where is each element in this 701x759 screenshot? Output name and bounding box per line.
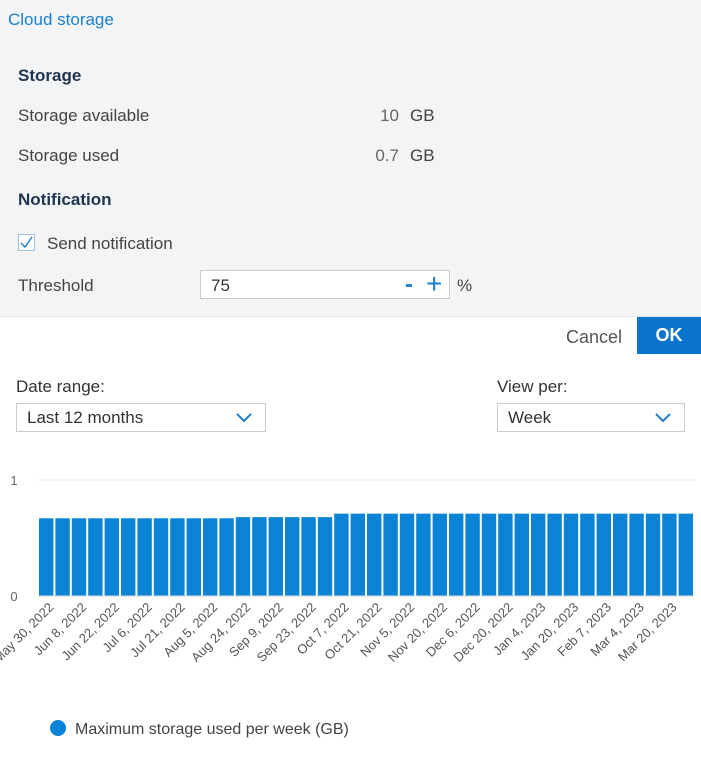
cancel-button[interactable]: Cancel: [566, 327, 623, 347]
bar: [629, 513, 644, 596]
bar: [367, 513, 382, 596]
bar: [465, 513, 480, 596]
notification-heading: Notification: [18, 190, 112, 209]
legend-marker: [50, 720, 66, 736]
bar: [88, 518, 103, 596]
y-tick-label: 0: [10, 589, 17, 604]
bar: [285, 517, 300, 596]
send-notification-checkbox[interactable]: [18, 234, 35, 251]
bar: [481, 513, 497, 596]
view-per-label: View per:: [497, 377, 568, 396]
settings-panel: [0, 0, 701, 317]
bar: [153, 518, 169, 596]
bar: [531, 513, 546, 596]
bar: [399, 513, 415, 596]
bar: [432, 513, 447, 596]
bar: [203, 518, 218, 596]
bar: [301, 517, 316, 596]
bar: [498, 513, 513, 596]
date-range-select[interactable]: Last 12 months: [16, 403, 266, 432]
bar: [662, 513, 677, 596]
send-notification-label[interactable]: Send notification: [47, 234, 173, 253]
threshold-value: 75: [211, 276, 230, 295]
cloud-storage-link[interactable]: Cloud storage: [8, 10, 114, 29]
storage-available-value: 10: [380, 106, 399, 125]
threshold-label: Threshold: [18, 276, 94, 295]
storage-heading: Storage: [18, 66, 82, 85]
bar: [121, 518, 136, 596]
storage-used-unit: GB: [410, 146, 435, 165]
legend-label: Maximum storage used per week (GB): [75, 721, 349, 738]
bar: [71, 518, 87, 596]
bar: [39, 518, 54, 596]
bar: [596, 513, 611, 596]
bar: [563, 513, 579, 596]
bar: [514, 513, 529, 596]
bar: [350, 513, 365, 596]
bar: [252, 517, 267, 596]
storage-used-label: Storage used: [18, 146, 120, 165]
threshold-unit: %: [457, 276, 473, 295]
bar: [383, 513, 398, 596]
bar: [449, 513, 464, 596]
view-per-value: Week: [508, 408, 552, 427]
storage-available-label: Storage available: [18, 106, 150, 125]
date-range-value: Last 12 months: [27, 408, 144, 427]
bar: [416, 513, 431, 596]
y-tick-label: 1: [10, 473, 17, 488]
bar: [170, 518, 185, 596]
bar: [580, 513, 595, 596]
bar: [613, 513, 628, 596]
chevron-down-icon: [236, 413, 252, 423]
bar: [645, 513, 661, 596]
bar: [334, 513, 349, 596]
bar: [104, 518, 119, 596]
increment-button[interactable]: +: [426, 268, 443, 299]
storage-used-value: 0.7: [375, 146, 399, 165]
date-range-label: Date range:: [16, 377, 105, 396]
bar: [547, 513, 562, 596]
view-per-select[interactable]: Week: [497, 403, 685, 432]
threshold-input[interactable]: 75 - +: [200, 268, 450, 299]
storage-available-unit: GB: [410, 106, 435, 125]
bar: [219, 518, 234, 596]
bar: [235, 517, 251, 596]
bar: [137, 518, 152, 596]
bar: [678, 513, 693, 596]
ok-button[interactable]: OK: [637, 317, 701, 354]
bar: [317, 517, 333, 596]
bar: [186, 518, 201, 596]
bar: [55, 518, 70, 596]
checkmark-icon: [20, 236, 33, 249]
chevron-down-icon: [655, 413, 671, 423]
decrement-button[interactable]: -: [405, 271, 413, 298]
bar: [268, 517, 283, 596]
